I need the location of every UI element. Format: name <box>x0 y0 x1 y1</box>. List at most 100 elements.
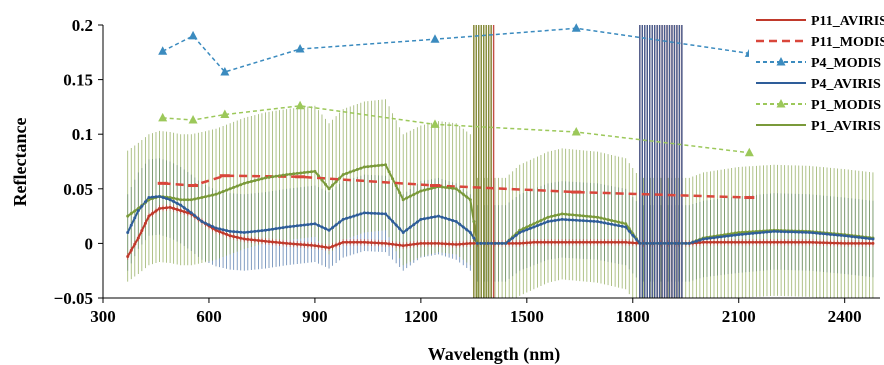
y-ticks: −0.05 0 0.05 0.1 0.15 0.2 <box>54 16 103 308</box>
data-point <box>331 226 335 230</box>
data-point <box>539 222 543 226</box>
data-point <box>327 246 331 250</box>
data-point <box>754 231 758 235</box>
data-point <box>574 240 578 244</box>
data-point <box>292 224 296 228</box>
x-tick-label: 1200 <box>404 307 438 326</box>
series-markers <box>126 23 875 259</box>
data-point <box>366 240 370 244</box>
data-point <box>306 243 310 247</box>
data-point <box>189 198 193 202</box>
data-point <box>571 127 581 136</box>
data-point <box>256 178 260 182</box>
data-point <box>401 230 405 234</box>
data-point <box>539 240 543 244</box>
data-point <box>285 241 289 245</box>
data-point <box>839 241 843 245</box>
data-point <box>369 164 373 168</box>
data-point <box>751 231 755 235</box>
data-point <box>281 241 285 245</box>
data-point <box>613 219 617 223</box>
data-point <box>359 212 363 216</box>
data-point <box>359 240 363 244</box>
data-point <box>444 216 448 220</box>
data-point <box>564 212 568 216</box>
data-point <box>186 198 190 202</box>
data-point <box>175 201 179 205</box>
data-point <box>458 242 462 246</box>
data-point <box>369 241 373 245</box>
data-point <box>701 237 705 241</box>
data-point <box>451 242 455 246</box>
data-point <box>345 240 349 244</box>
data-point <box>504 241 508 245</box>
data-point <box>150 212 154 216</box>
data-point <box>447 186 451 190</box>
data-point <box>567 240 571 244</box>
data-point <box>253 238 257 242</box>
data-point <box>366 211 370 215</box>
data-point <box>525 228 529 232</box>
data-point <box>454 187 458 191</box>
data-point <box>825 241 829 245</box>
data-point <box>306 223 310 227</box>
data-point <box>263 239 267 243</box>
data-point <box>260 177 264 181</box>
data-point <box>468 241 472 245</box>
data-point <box>440 185 444 189</box>
data-point <box>186 211 190 215</box>
data-point <box>811 231 815 235</box>
y-tick-label: 0.1 <box>72 125 93 144</box>
data-point <box>158 46 168 55</box>
data-point <box>288 225 292 229</box>
data-point <box>362 165 366 169</box>
data-point <box>793 230 797 234</box>
data-point <box>196 217 200 221</box>
data-point <box>412 192 416 196</box>
data-point <box>818 231 822 235</box>
data-point <box>376 164 380 168</box>
data-point <box>786 240 790 244</box>
data-point <box>737 233 741 237</box>
data-point <box>550 214 554 218</box>
data-point <box>309 170 313 174</box>
data-point <box>429 215 433 219</box>
data-point <box>228 229 232 233</box>
data-point <box>281 226 285 230</box>
data-point <box>673 241 677 245</box>
data-point <box>843 234 847 238</box>
data-point <box>271 175 275 179</box>
data-point <box>154 195 158 199</box>
data-point <box>182 210 186 214</box>
data-point <box>599 220 603 224</box>
data-point <box>564 218 568 222</box>
x-tick-label: 600 <box>196 307 222 326</box>
data-point <box>521 227 525 231</box>
data-point <box>408 243 412 247</box>
data-point <box>528 223 532 227</box>
data-point <box>797 230 801 234</box>
data-point <box>232 230 236 234</box>
data-point <box>617 240 621 244</box>
data-point <box>412 223 416 227</box>
data-point <box>585 219 589 223</box>
legend-label: P4_AVIRIS <box>811 77 881 92</box>
legend-label: P11_AVIRIS <box>811 14 884 29</box>
x-tick-label: 1500 <box>510 307 544 326</box>
data-point <box>260 229 264 233</box>
data-point <box>539 218 543 222</box>
data-point <box>299 171 303 175</box>
data-point <box>627 241 631 245</box>
data-point <box>380 241 384 245</box>
data-point <box>136 236 140 240</box>
data-point <box>203 221 207 225</box>
data-point <box>836 241 840 245</box>
data-point <box>203 195 207 199</box>
data-point <box>638 241 642 245</box>
data-point <box>860 241 864 245</box>
data-point <box>797 240 801 244</box>
data-point <box>606 218 610 222</box>
data-point <box>461 192 465 196</box>
data-point <box>341 240 345 244</box>
data-point <box>338 220 342 224</box>
